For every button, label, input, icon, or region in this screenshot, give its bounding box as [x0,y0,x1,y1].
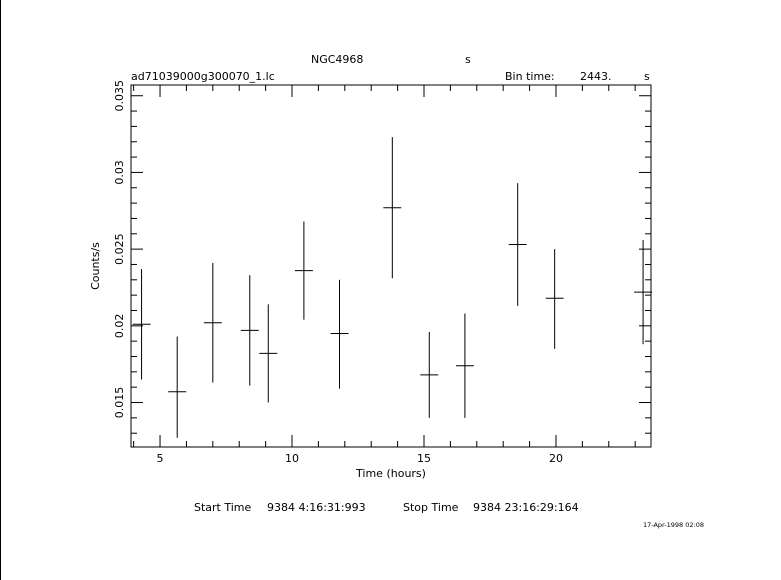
data-point [383,137,402,279]
axis-tick-labels: 5 10 15 20 0.015 0.02 0.025 0.03 0.035 [113,80,563,465]
data-point [545,249,564,349]
y-tick-label: 0.02 [113,314,126,339]
plot-timestamp: 17-Apr-1998 02:08 [643,521,704,529]
y-axis-label: Counts/s [89,242,102,290]
start-time-label: Start Time [194,501,252,514]
data-point [294,221,313,320]
bin-time-unit: s [644,70,650,83]
x-tick-label: 15 [417,452,431,465]
plot-frame [130,84,652,448]
data-point [203,262,222,383]
y-tick-label: 0.015 [113,387,126,419]
data-point [634,239,653,345]
window-left-border [0,0,1,580]
x-tick-label: 10 [285,452,299,465]
bin-time-value: 2443. [580,70,612,83]
stop-time-value: 9384 23:16:29:164 [473,501,579,514]
stop-time-label: Stop Time [403,501,459,514]
bin-time-label: Bin time: [505,70,555,83]
file-name: ad71039000g300070_1.lc [131,70,275,83]
data-point [259,304,278,403]
start-time-value: 9384 4:16:31:993 [267,501,366,514]
object-unit: s [465,53,471,66]
data-points [132,137,653,438]
data-point [330,279,349,389]
data-point [420,331,439,418]
x-tick-label: 5 [157,452,164,465]
axis-ticks [131,85,651,447]
y-tick-label: 0.03 [113,160,126,185]
y-tick-label: 0.025 [113,233,126,265]
x-tick-label: 20 [549,452,563,465]
object-name: NGC4968 [311,53,364,66]
data-point [455,313,474,418]
x-axis-label: Time (hours) [355,467,426,480]
data-point [240,275,259,386]
y-tick-label: 0.035 [113,80,126,112]
data-point [508,183,527,306]
data-point [168,336,187,438]
data-point [132,269,151,380]
